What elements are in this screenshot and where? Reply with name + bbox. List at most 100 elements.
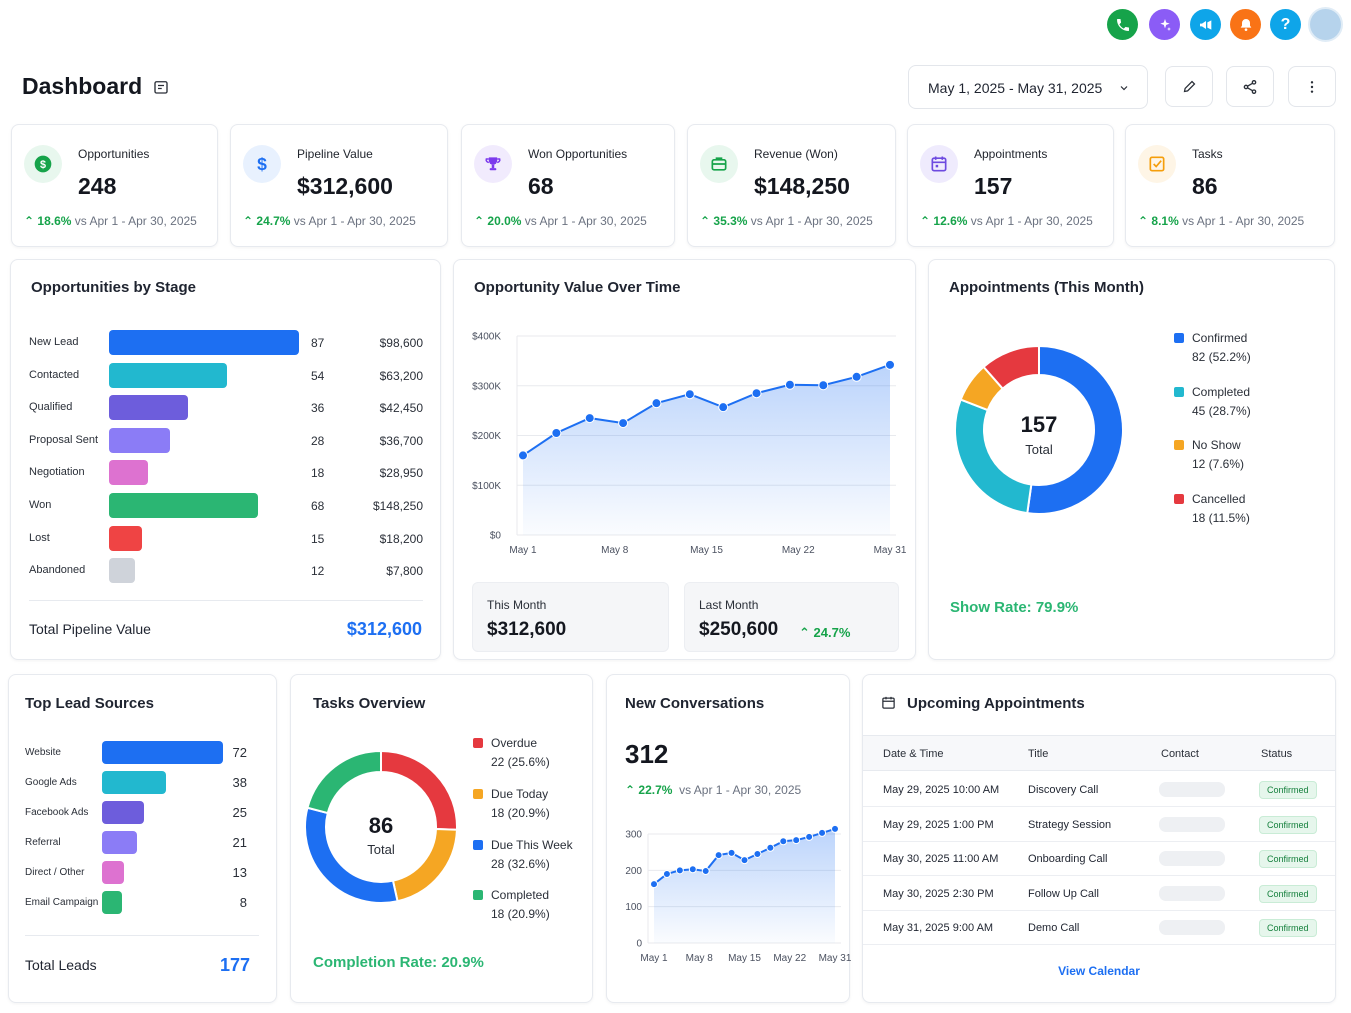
data-point[interactable] — [784, 379, 795, 390]
bell-icon[interactable] — [1230, 9, 1261, 40]
kpi-card[interactable]: $ Pipeline Value $312,600 ⌃ 24.7% vs Apr 1 … — [230, 124, 448, 247]
data-point[interactable] — [718, 402, 729, 413]
view-calendar-link[interactable]: View Calendar — [1058, 964, 1140, 978]
lead-source-row[interactable]: Website 72 — [25, 741, 255, 765]
kpi-card[interactable]: Tasks 86 ⌃ 8.1% vs Apr 1 - Apr 30, 2025 — [1125, 124, 1335, 247]
legend-item[interactable]: No Show 12 (7.6%) — [1174, 436, 1244, 474]
lead-source-row[interactable]: Facebook Ads 25 — [25, 801, 255, 825]
cell-contact-redacted — [1159, 816, 1225, 832]
stage-row[interactable]: Contacted 54 $63,200 — [29, 362, 429, 389]
data-point[interactable] — [805, 832, 814, 841]
legend-item[interactable]: Completed 18 (20.9%) — [473, 886, 550, 924]
card-title: Top Lead Sources — [25, 695, 154, 712]
cell-datetime: May 30, 2025 2:30 PM — [883, 887, 994, 900]
lead-source-row[interactable]: Direct / Other 13 — [25, 861, 255, 885]
data-point[interactable] — [688, 865, 697, 874]
legend-swatch — [473, 839, 483, 850]
table-row[interactable]: May 30, 2025 2:30 PM Follow Up Call Confir… — [863, 876, 1335, 911]
date-range-select[interactable]: May 1, 2025 - May 31, 2025 — [908, 65, 1148, 109]
legend-item[interactable]: Due This Week 28 (32.6%) — [473, 836, 573, 874]
calendar-icon — [881, 695, 896, 715]
kpi-card[interactable]: Appointments 157 ⌃ 12.6% vs Apr 1 - Apr 30… — [907, 124, 1114, 247]
share-button[interactable] — [1226, 66, 1274, 107]
arrow-up-icon: ⌃ — [24, 214, 38, 228]
legend-item[interactable]: Confirmed 82 (52.2%) — [1174, 329, 1251, 367]
cell-datetime: May 31, 2025 9:00 AM — [883, 922, 994, 935]
donut-slice-completed[interactable] — [306, 749, 382, 815]
data-point[interactable] — [675, 866, 684, 875]
avatar[interactable] — [1310, 9, 1341, 40]
data-point[interactable] — [779, 837, 788, 846]
table-row[interactable]: May 31, 2025 9:00 AM Demo Call Confirmed — [863, 910, 1335, 946]
stage-row[interactable]: Negotiation 18 $28,950 — [29, 460, 429, 486]
data-point[interactable] — [701, 867, 710, 876]
edit-button[interactable] — [1165, 66, 1213, 107]
legend-item[interactable]: Overdue 22 (25.6%) — [473, 734, 550, 772]
legend-item[interactable]: Completed 45 (28.7%) — [1174, 383, 1251, 421]
more-options-button[interactable] — [1288, 66, 1336, 107]
table-row[interactable]: May 29, 2025 10:00 AM Discovery Call Confi… — [863, 772, 1335, 807]
help-icon[interactable]: ? — [1270, 9, 1301, 40]
donut-slice-confirmed[interactable] — [1026, 344, 1124, 515]
data-point[interactable] — [831, 824, 839, 833]
stage-bar — [109, 330, 299, 355]
table-row[interactable]: May 29, 2025 1:00 PM Strategy Session Conf… — [863, 807, 1335, 842]
stage-row[interactable]: Won 68 $148,250 — [29, 493, 429, 519]
data-point[interactable] — [618, 418, 629, 429]
legend-item[interactable]: Cancelled 18 (11.5%) — [1174, 490, 1250, 528]
cell-datetime: May 29, 2025 1:00 PM — [883, 818, 994, 831]
data-point[interactable] — [650, 880, 658, 889]
kpi-card[interactable]: Revenue (Won) $148,250 ⌃ 35.3% vs Apr 1 - … — [687, 124, 896, 247]
column-header[interactable]: Status — [1261, 748, 1293, 760]
column-header[interactable]: Date & Time — [883, 748, 944, 760]
calendar-toggle-icon[interactable] — [152, 78, 170, 96]
stage-row[interactable]: Proposal Sent 28 $36,700 — [29, 427, 429, 454]
megaphone-icon[interactable] — [1190, 9, 1221, 40]
data-point[interactable] — [551, 428, 562, 439]
this-month-box: This Month $312,600 — [472, 582, 669, 652]
table-row[interactable]: May 30, 2025 11:00 AM Onboarding Call Conf… — [863, 841, 1335, 877]
data-point[interactable] — [766, 843, 775, 852]
data-point[interactable] — [851, 371, 862, 382]
arrow-up-icon: ⌃ — [1138, 214, 1152, 228]
stage-row[interactable]: New Lead 87 $98,600 — [29, 330, 429, 356]
kpi-card[interactable]: $ Opportunities 248 ⌃ 18.6% vs Apr 1 - Apr … — [11, 124, 218, 247]
sparkle-icon[interactable] — [1149, 9, 1180, 40]
stage-row[interactable]: Lost 15 $18,200 — [29, 525, 429, 552]
phone-icon[interactable] — [1107, 9, 1138, 40]
data-point[interactable] — [662, 869, 671, 878]
legend-item[interactable]: Due Today 18 (20.9%) — [473, 785, 550, 823]
data-point[interactable] — [792, 836, 801, 845]
stage-label: Negotiation — [29, 466, 85, 479]
data-point[interactable] — [684, 389, 695, 400]
data-point[interactable] — [714, 851, 723, 860]
data-point[interactable] — [740, 856, 749, 865]
data-point[interactable] — [818, 828, 827, 837]
column-header[interactable]: Contact — [1161, 748, 1199, 760]
donut-slice-due-today[interactable] — [391, 827, 458, 903]
lead-source-count: 38 — [232, 775, 247, 790]
data-point[interactable] — [753, 849, 762, 858]
kpi-value: 157 — [974, 173, 1013, 199]
status-badge: Confirmed — [1259, 850, 1317, 869]
data-point[interactable] — [751, 388, 762, 399]
lead-source-row[interactable]: Google Ads 38 — [25, 771, 255, 795]
stage-count: 54 — [311, 368, 325, 383]
y-tick-label: 300 — [625, 830, 642, 841]
kpi-card[interactable]: Won Opportunities 68 ⌃ 20.0% vs Apr 1 - Ap… — [461, 124, 675, 247]
donut-slice-cancelled[interactable] — [982, 344, 1040, 391]
data-point[interactable] — [885, 359, 895, 370]
stage-row[interactable]: Qualified 36 $42,450 — [29, 395, 429, 421]
lead-source-row[interactable]: Referral 21 — [25, 831, 255, 855]
column-header[interactable]: Title — [1028, 748, 1049, 760]
data-point[interactable] — [818, 380, 829, 391]
data-point[interactable] — [518, 450, 528, 461]
data-point[interactable] — [727, 848, 736, 857]
data-point[interactable] — [651, 398, 662, 409]
stage-row[interactable]: Abandoned 12 $7,800 — [29, 558, 429, 584]
stage-count: 28 — [311, 433, 325, 448]
this-month-label: This Month — [487, 598, 547, 612]
data-point[interactable] — [584, 413, 595, 424]
compare-text: vs Apr 1 - Apr 30, 2025 — [1182, 214, 1305, 228]
lead-source-row[interactable]: Email Campaign 8 — [25, 891, 255, 915]
